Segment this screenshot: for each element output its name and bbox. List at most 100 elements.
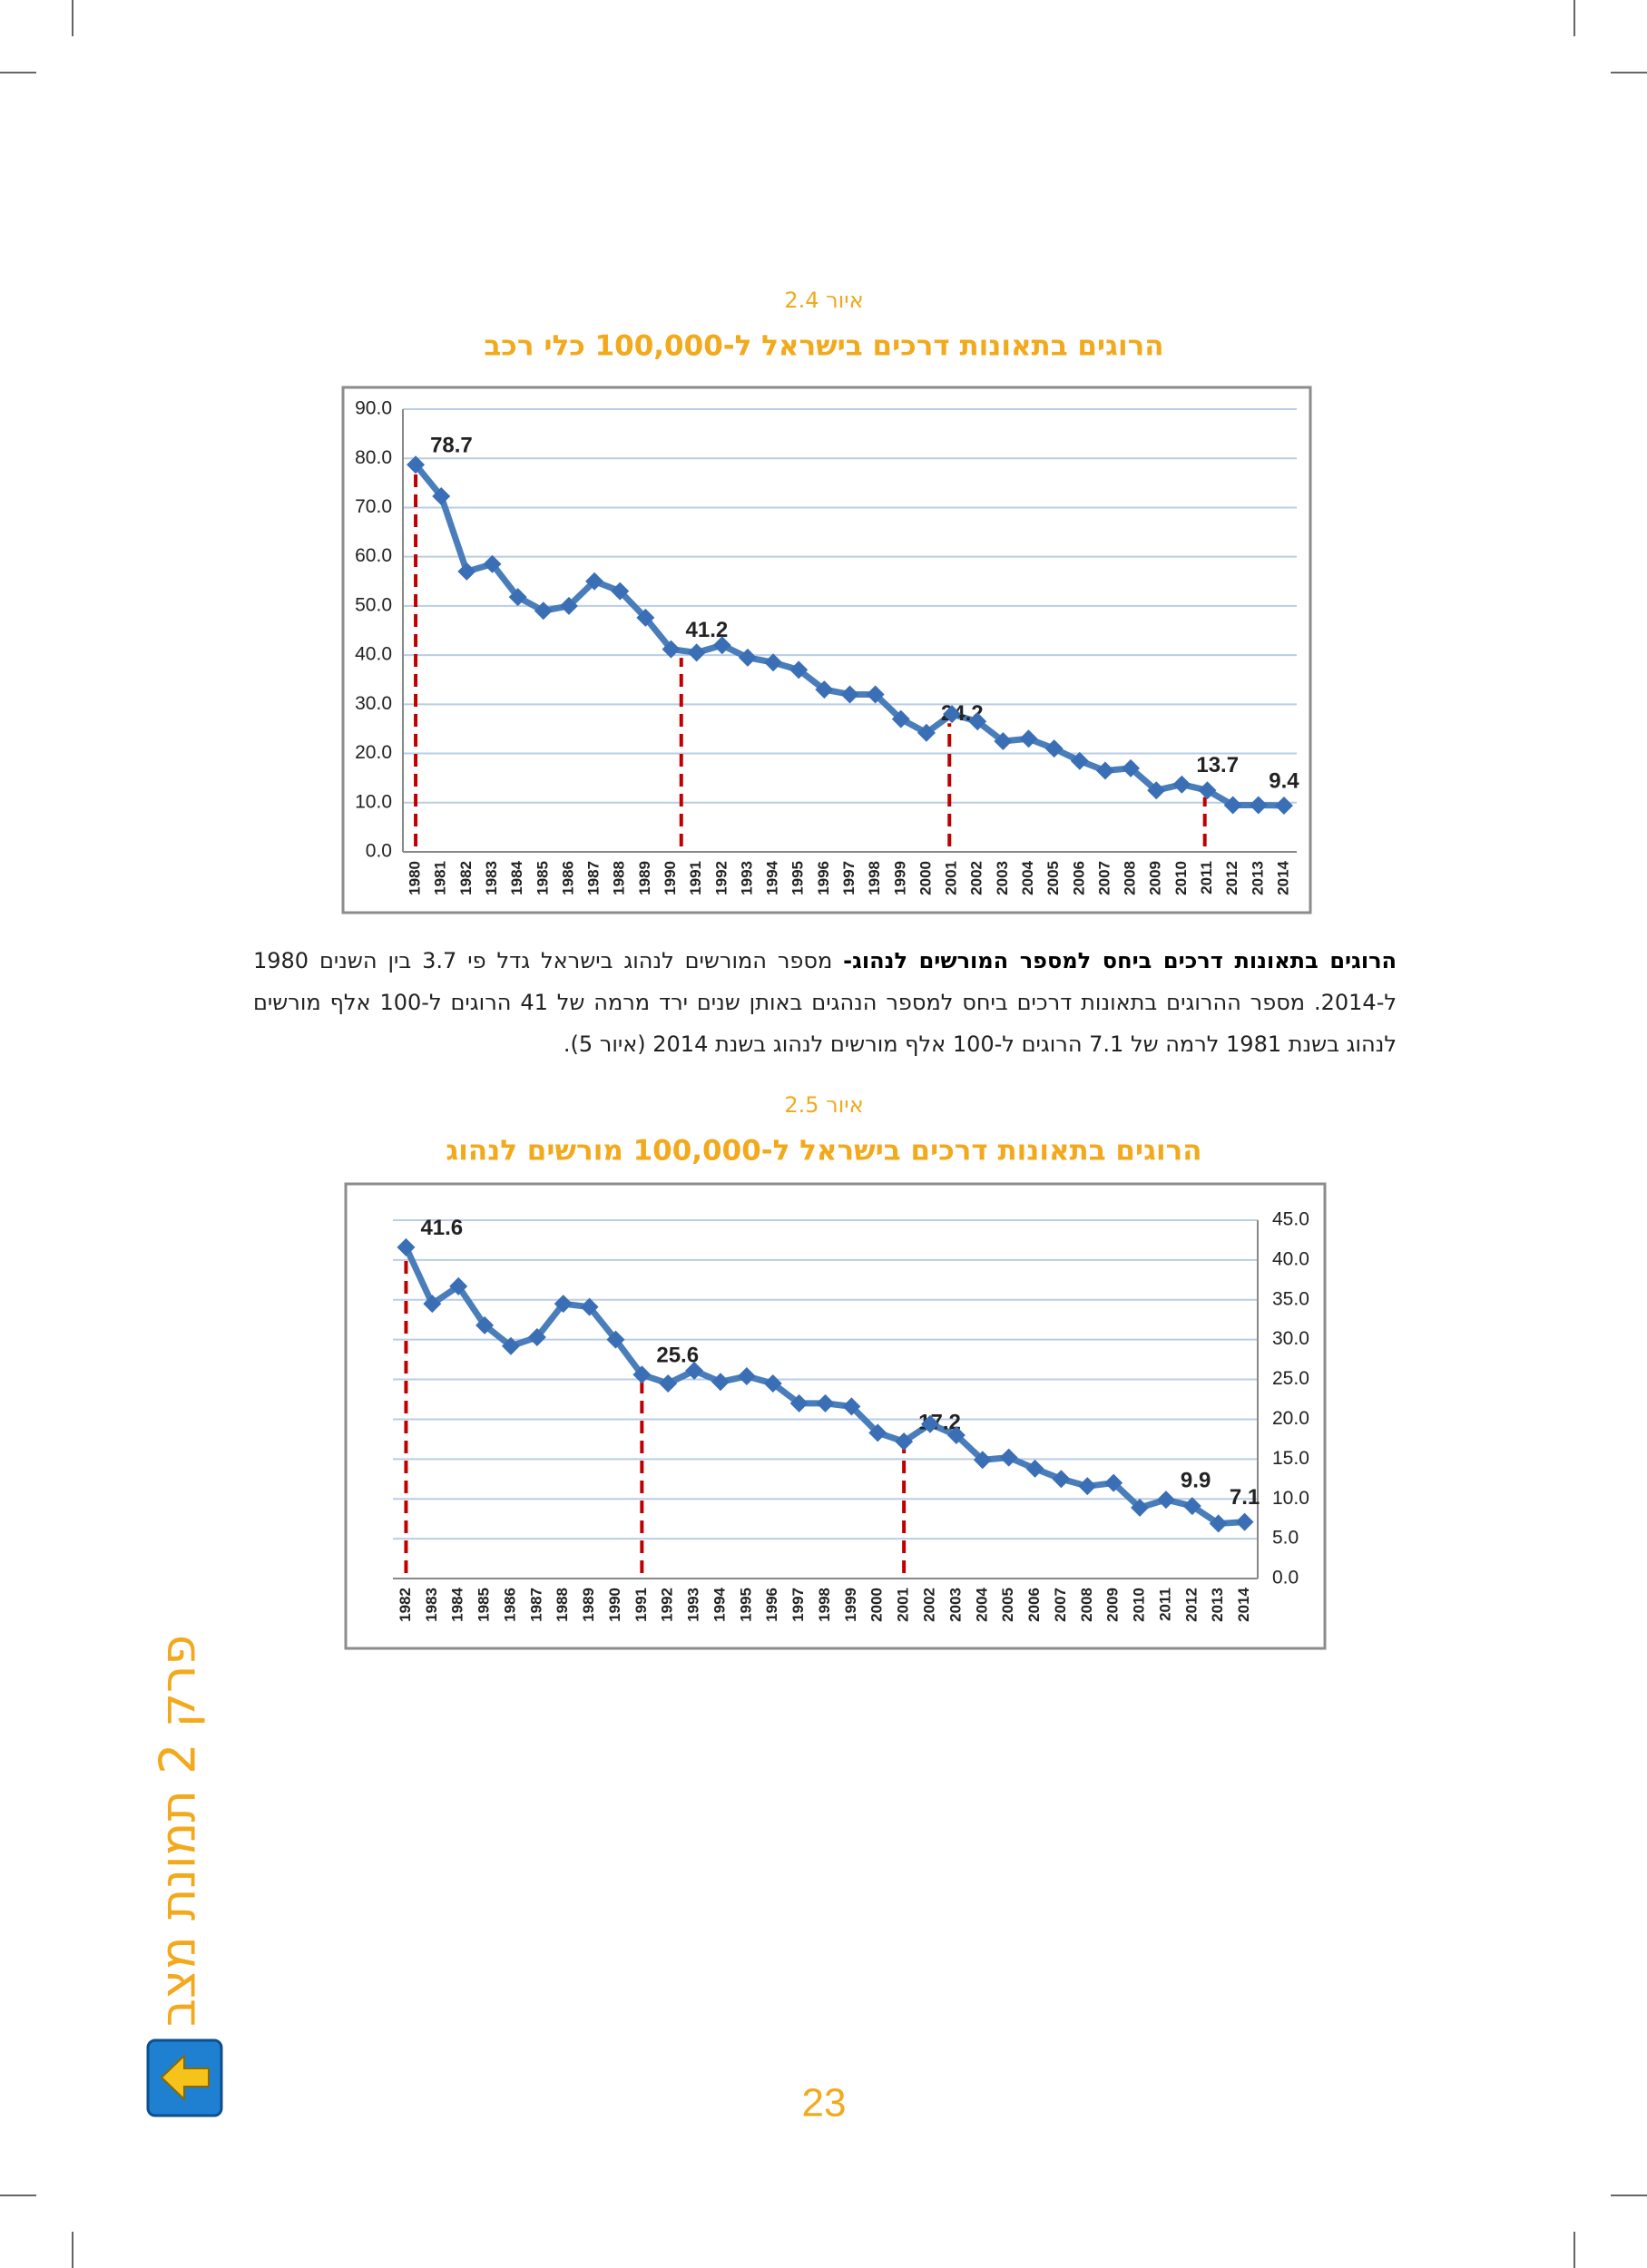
x-tick-label: 2014 bbox=[1274, 860, 1291, 894]
x-tick-label: 2011 bbox=[1156, 1588, 1173, 1621]
data-point bbox=[921, 1414, 940, 1433]
data-point bbox=[1095, 761, 1114, 780]
x-tick-label: 1985 bbox=[475, 1588, 493, 1622]
x-tick-label: 1991 bbox=[687, 861, 704, 895]
x-tick-label: 2004 bbox=[973, 1587, 990, 1621]
data-point bbox=[1198, 781, 1217, 800]
x-tick-label: 2010 bbox=[1131, 1588, 1148, 1622]
x-tick-label: 1984 bbox=[449, 1587, 466, 1621]
x-tick-label: 2013 bbox=[1209, 1588, 1226, 1622]
x-tick-label: 1984 bbox=[508, 860, 525, 894]
data-point bbox=[475, 1315, 495, 1334]
data-point bbox=[508, 588, 527, 607]
data-point bbox=[815, 680, 834, 699]
y-tick-label: 50.0 bbox=[355, 594, 392, 615]
x-tick-label: 2009 bbox=[1147, 861, 1164, 895]
data-point bbox=[449, 1276, 468, 1295]
data-point bbox=[1172, 775, 1191, 794]
data-point bbox=[1156, 1491, 1175, 1510]
figure-label: איור 2.4 bbox=[784, 288, 863, 313]
data-point bbox=[1078, 1477, 1097, 1496]
data-point bbox=[606, 1330, 625, 1349]
data-point bbox=[397, 1237, 416, 1256]
data-point bbox=[407, 455, 426, 474]
data-point bbox=[999, 1448, 1018, 1467]
y-tick-label: 40.0 bbox=[1272, 1248, 1309, 1269]
data-point bbox=[738, 648, 757, 667]
data-point bbox=[585, 572, 604, 591]
data-point bbox=[1274, 797, 1293, 816]
data-point bbox=[973, 1451, 992, 1470]
x-tick-label: 2008 bbox=[1122, 861, 1139, 895]
page-number: 23 bbox=[802, 2081, 847, 2126]
x-tick-label: 2002 bbox=[968, 861, 985, 895]
y-tick-label: 20.0 bbox=[1272, 1408, 1309, 1429]
data-point bbox=[423, 1295, 442, 1314]
x-tick-label: 1996 bbox=[763, 1588, 780, 1622]
data-point bbox=[662, 640, 681, 659]
x-tick-label: 1997 bbox=[789, 1588, 807, 1622]
x-tick-label: 1994 bbox=[711, 1587, 728, 1621]
x-tick-label: 2001 bbox=[895, 1588, 912, 1622]
data-point bbox=[1182, 1497, 1201, 1516]
data-point bbox=[1249, 796, 1268, 815]
x-tick-label: 2002 bbox=[920, 1588, 937, 1622]
x-tick-label: 1995 bbox=[789, 861, 807, 895]
x-tick-label: 2012 bbox=[1223, 861, 1240, 895]
x-tick-label: 1996 bbox=[815, 861, 832, 895]
x-tick-label: 1986 bbox=[501, 1588, 518, 1622]
data-point bbox=[711, 1373, 730, 1392]
data-label: 25.6 bbox=[656, 1344, 699, 1368]
data-point bbox=[763, 1374, 782, 1393]
x-tick-label: 1983 bbox=[423, 1588, 440, 1622]
data-point bbox=[1104, 1473, 1123, 1492]
data-point bbox=[891, 709, 910, 728]
y-tick-label: 60.0 bbox=[355, 545, 392, 566]
y-tick-label: 20.0 bbox=[355, 742, 392, 763]
x-tick-label: 2000 bbox=[868, 1588, 886, 1622]
x-tick-label: 1988 bbox=[554, 1588, 571, 1622]
x-tick-label: 1999 bbox=[842, 1588, 859, 1622]
y-tick-label: 10.0 bbox=[1272, 1488, 1309, 1509]
x-tick-label: 1990 bbox=[662, 861, 679, 895]
chart-title: הרוגים בתאונות דרכים בישראל ל-100,000 מו… bbox=[446, 1135, 1201, 1168]
y-tick-label: 10.0 bbox=[355, 791, 392, 812]
data-point bbox=[868, 1423, 887, 1442]
x-tick-label: 1994 bbox=[764, 860, 781, 894]
x-tick-label: 2000 bbox=[917, 861, 934, 895]
x-tick-label: 1995 bbox=[737, 1588, 754, 1622]
x-tick-label: 1993 bbox=[738, 861, 755, 895]
data-point bbox=[737, 1367, 756, 1386]
data-label: 78.7 bbox=[430, 434, 473, 458]
data-point bbox=[1223, 796, 1242, 815]
y-tick-label: 70.0 bbox=[355, 496, 392, 517]
data-point bbox=[1235, 1512, 1254, 1531]
x-tick-label: 2001 bbox=[943, 861, 960, 895]
data-point bbox=[789, 1393, 809, 1413]
x-tick-label: 1981 bbox=[432, 861, 449, 895]
y-tick-label: 35.0 bbox=[1272, 1288, 1309, 1309]
data-point bbox=[1052, 1470, 1071, 1489]
x-tick-label: 2010 bbox=[1172, 861, 1190, 895]
x-tick-label: 2003 bbox=[946, 1588, 964, 1622]
x-tick-label: 1980 bbox=[407, 861, 424, 895]
x-tick-label: 1993 bbox=[685, 1588, 702, 1622]
back-button[interactable] bbox=[146, 2038, 223, 2117]
x-tick-label: 1986 bbox=[559, 861, 576, 895]
x-tick-label: 1998 bbox=[866, 861, 883, 895]
data-point bbox=[483, 554, 502, 573]
x-tick-label: 1999 bbox=[891, 861, 908, 895]
data-label: 41.6 bbox=[420, 1216, 463, 1240]
y-tick-label: 0.0 bbox=[1272, 1568, 1299, 1589]
data-point bbox=[968, 712, 987, 731]
x-tick-label: 2004 bbox=[1019, 860, 1036, 894]
data-point bbox=[636, 608, 655, 627]
data-point bbox=[527, 1328, 546, 1347]
data-point bbox=[611, 582, 630, 601]
x-tick-label: 1998 bbox=[816, 1588, 833, 1622]
y-tick-label: 45.0 bbox=[1272, 1209, 1309, 1230]
data-point bbox=[840, 685, 859, 704]
y-tick-label: 15.0 bbox=[1272, 1448, 1309, 1469]
data-point bbox=[685, 1361, 704, 1380]
y-tick-label: 40.0 bbox=[355, 644, 392, 665]
